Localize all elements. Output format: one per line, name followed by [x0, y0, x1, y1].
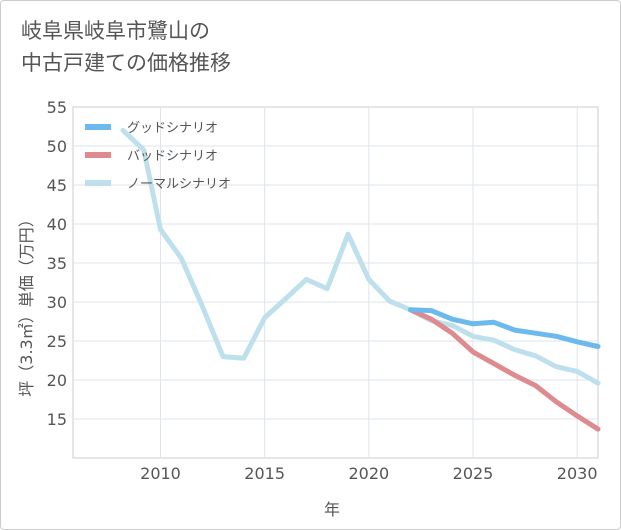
y-tick-label: 30: [47, 293, 67, 312]
chart-title: 岐阜県岐阜市鷺山の 中古戸建ての価格推移: [21, 19, 231, 75]
x-axis-ticks: 2010 2015 2020 2025 2030: [140, 464, 597, 483]
y-tick-label: 50: [47, 137, 67, 156]
legend-label: ノーマルシナリオ: [127, 177, 231, 192]
y-axis-title: 坪（3.3㎡）単価（万円）: [17, 211, 36, 396]
y-tick-label: 20: [47, 371, 67, 390]
series-line-bad: [408, 307, 601, 432]
series-line-normal: [120, 127, 601, 386]
y-axis-ticks: 15 20 25 30 35 40 45 50 55: [47, 98, 67, 429]
y-tick-label: 35: [47, 254, 67, 273]
x-tick-label: 2025: [453, 464, 494, 483]
series-lines: [120, 127, 601, 432]
plot-area: [72, 106, 599, 459]
x-tick-label: 2030: [557, 464, 598, 483]
x-tick-label: 2020: [348, 464, 389, 483]
legend-label: グッドシナリオ: [127, 121, 218, 136]
x-tick-label: 2015: [244, 464, 285, 483]
y-tick-label: 55: [47, 98, 67, 117]
x-axis-title: 年: [324, 500, 340, 519]
legend-label: バッドシナリオ: [127, 149, 218, 164]
y-tick-label: 15: [47, 410, 67, 429]
y-tick-label: 45: [47, 176, 67, 195]
y-tick-label: 40: [47, 215, 67, 234]
series-line-good: [408, 307, 601, 349]
y-tick-label: 25: [47, 332, 67, 351]
x-tick-label: 2010: [140, 464, 181, 483]
